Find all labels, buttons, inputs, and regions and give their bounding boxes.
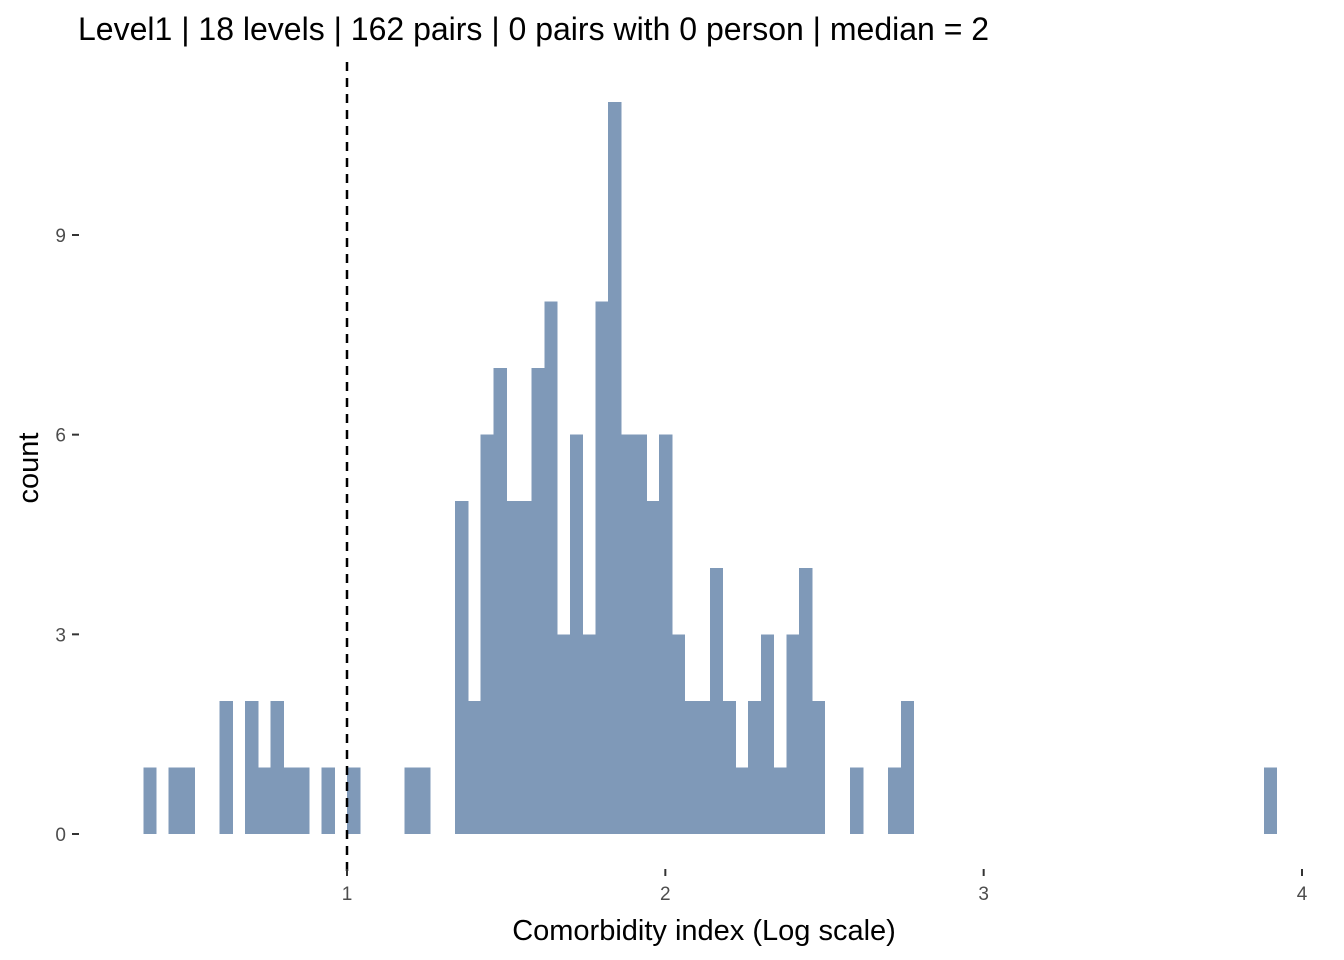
histogram-bar xyxy=(620,434,635,834)
histogram-bar xyxy=(143,767,157,834)
x-tick-label: 1 xyxy=(342,884,353,905)
histogram-bar xyxy=(168,767,183,834)
x-axis-title: Comorbidity index (Log scale) xyxy=(512,915,896,947)
histogram-bar xyxy=(1263,767,1278,834)
x-tick-label: 4 xyxy=(1297,884,1308,905)
histogram-bar xyxy=(455,501,469,834)
histogram-bar xyxy=(270,700,284,834)
histogram-bar xyxy=(347,767,361,834)
histogram-bar xyxy=(786,634,800,834)
histogram-bar xyxy=(283,767,297,834)
histogram-bar xyxy=(181,767,195,834)
histogram-bar xyxy=(697,700,711,834)
histogram-bar xyxy=(646,501,660,834)
histogram-bar xyxy=(900,700,915,834)
histogram-bar xyxy=(671,634,686,834)
histogram-bar xyxy=(773,767,787,834)
histogram-bar xyxy=(404,767,418,834)
histogram-bar xyxy=(709,567,724,834)
y-axis: 0 3 6 9 xyxy=(55,226,79,846)
histogram-bar xyxy=(557,634,571,834)
y-tick-label: 0 xyxy=(55,825,66,846)
histogram-bar xyxy=(506,501,520,834)
histogram-bar xyxy=(569,434,584,834)
histogram-bar xyxy=(582,634,596,834)
histogram-bar xyxy=(467,700,482,834)
histogram-bar xyxy=(608,101,622,834)
y-axis-title: count xyxy=(13,433,45,504)
histogram-bar xyxy=(811,700,826,834)
histogram-bar xyxy=(245,700,259,834)
y-tick-label: 3 xyxy=(55,625,66,646)
histogram-bar xyxy=(735,767,749,834)
histogram-bar xyxy=(849,767,864,834)
histogram-bar xyxy=(760,634,775,834)
histogram-bar xyxy=(518,501,533,834)
histogram-bar xyxy=(658,434,673,834)
histogram-bar xyxy=(595,301,609,834)
histogram-bar xyxy=(748,700,762,834)
histogram-bar xyxy=(544,301,558,834)
histogram-bar xyxy=(257,767,272,834)
histogram-bar xyxy=(531,368,545,834)
x-tick-label: 3 xyxy=(978,884,989,905)
histogram-bar xyxy=(417,767,431,834)
y-tick-label: 9 xyxy=(55,226,66,247)
chart-title: Level1 | 18 levels | 162 pairs | 0 pairs… xyxy=(78,11,989,47)
histogram-bar xyxy=(633,434,647,834)
histogram-bar xyxy=(684,700,698,834)
histogram-bar xyxy=(493,368,507,834)
x-tick-label: 2 xyxy=(660,884,671,905)
histogram-bar xyxy=(888,767,902,834)
histogram-bar xyxy=(722,700,736,834)
histogram-bar xyxy=(321,767,335,834)
bars-group xyxy=(143,101,1278,834)
histogram-bar xyxy=(219,700,233,834)
histogram-bar xyxy=(480,434,495,834)
histogram-bar xyxy=(799,567,813,834)
y-tick-label: 6 xyxy=(55,426,66,447)
x-axis: 1 2 3 4 xyxy=(342,869,1308,905)
histogram-bar xyxy=(296,767,310,834)
